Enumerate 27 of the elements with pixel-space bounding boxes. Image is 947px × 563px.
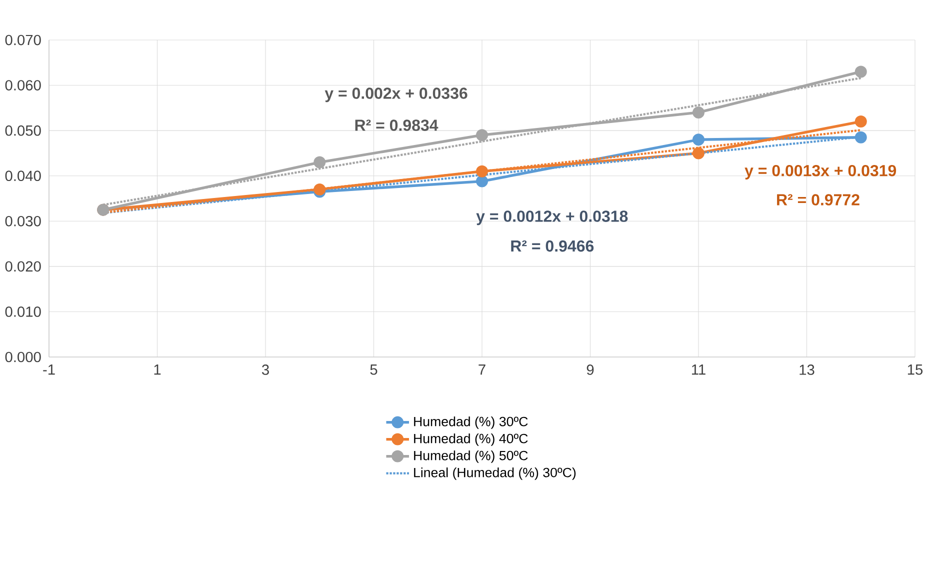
x-tick-label: -1 <box>43 364 55 375</box>
y-tick-label: 0.020 <box>5 261 41 272</box>
y-tick-label: 0.000 <box>5 352 41 362</box>
annotation: R² = 0.9772 <box>777 194 860 206</box>
y-tick-label: 0.050 <box>5 125 41 136</box>
annotation: y = 0.002x + 0.0336 <box>324 88 468 102</box>
annotation: y = 0.0012x + 0.0318 <box>476 210 628 226</box>
x-tick-label: 1 <box>154 364 161 375</box>
x-tick-label: 15 <box>908 364 923 375</box>
legend-label: Humedad (%) 50ºC <box>414 450 528 463</box>
y-tick-label: 0.030 <box>5 216 41 226</box>
legend-label: Lineal (Humedad (%) 30ºC) <box>414 467 576 480</box>
legend-label: Humedad (%) 40ºC <box>414 433 528 446</box>
x-tick-label: 5 <box>370 364 378 375</box>
x-tick-label: 13 <box>800 364 814 375</box>
x-tick-label: 3 <box>262 364 269 375</box>
y-tick-label: 0.060 <box>5 80 41 90</box>
y-tick-label: 0.010 <box>5 306 41 317</box>
annotation: R² = 0.9834 <box>355 120 438 131</box>
x-tick-label: 7 <box>478 364 486 375</box>
y-tick-label: 0.040 <box>5 170 41 182</box>
x-tick-label: 11 <box>692 364 706 375</box>
annotation: R² = 0.9466 <box>511 240 594 252</box>
annotation: y = 0.0013x + 0.0319 <box>744 164 896 180</box>
legend-label: Humedad (%) 30ºC <box>414 416 528 429</box>
y-tick-label: 0.070 <box>5 34 41 46</box>
x-tick-label: 9 <box>586 364 594 375</box>
